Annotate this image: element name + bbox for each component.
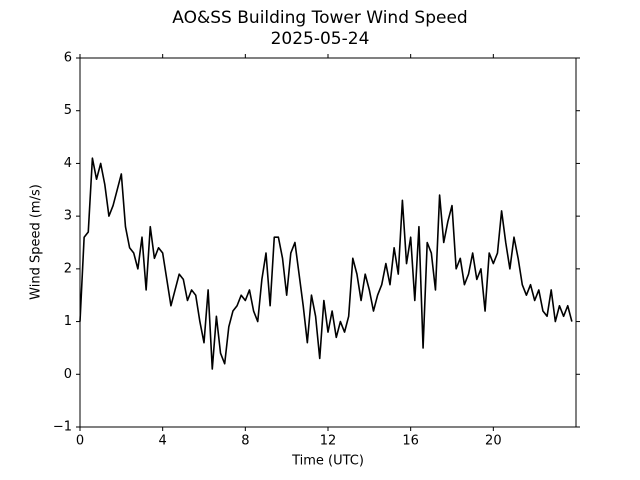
y-tick-label: 3 bbox=[64, 209, 72, 224]
x-axis-label: Time (UTC) bbox=[291, 454, 364, 469]
y-tick-label: 1 bbox=[64, 314, 72, 329]
chart-subtitle: 2025-05-24 bbox=[271, 29, 370, 49]
x-tick-label: 8 bbox=[241, 434, 249, 449]
y-tick-label: 5 bbox=[64, 103, 72, 118]
plot-frame bbox=[79, 57, 577, 428]
x-tick-label: 0 bbox=[76, 434, 84, 449]
x-tick-label: 4 bbox=[159, 434, 167, 449]
data-line bbox=[79, 157, 573, 370]
y-tick-label: −1 bbox=[53, 420, 72, 435]
x-tick-label: 16 bbox=[402, 434, 419, 449]
y-tick-label: 4 bbox=[64, 156, 72, 171]
y-tick-label: 0 bbox=[64, 367, 72, 382]
y-tick-label: 2 bbox=[64, 261, 72, 276]
x-tick-label: 20 bbox=[485, 434, 502, 449]
y-tick-label: 6 bbox=[64, 51, 72, 66]
chart-title: AO&SS Building Tower Wind Speed bbox=[172, 8, 467, 28]
x-tick-label: 12 bbox=[320, 434, 337, 449]
y-axis-label: Wind Speed (m/s) bbox=[29, 184, 44, 300]
